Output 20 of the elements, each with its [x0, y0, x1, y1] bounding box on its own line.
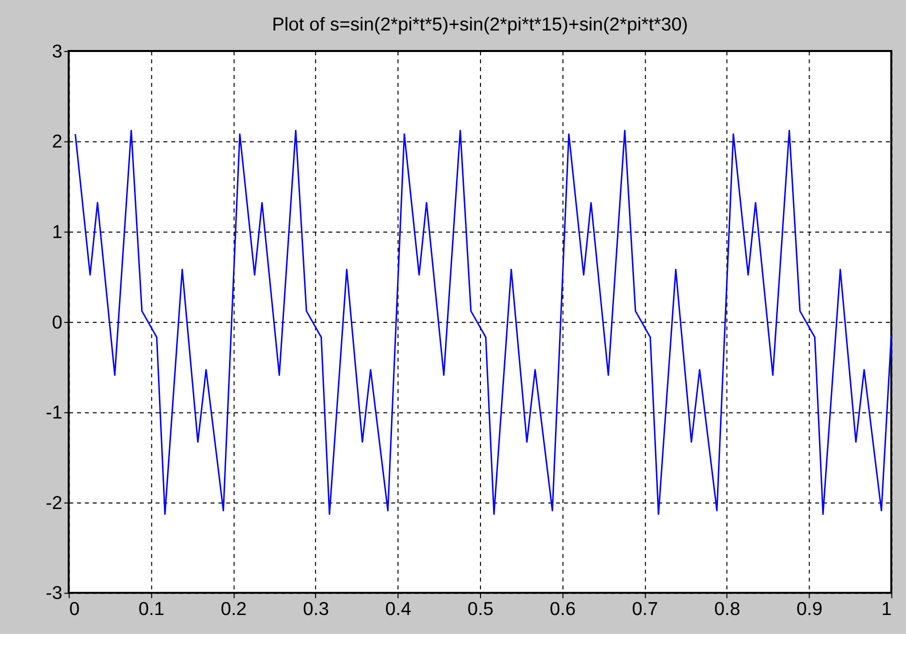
- x-tick-label: 0.7: [632, 598, 658, 619]
- y-tick-label: 2: [52, 130, 62, 152]
- x-tick-label: 1: [881, 598, 892, 619]
- x-tick-label: 0.1: [138, 598, 164, 619]
- line-series: [74, 130, 892, 515]
- y-tick-label: 0: [52, 311, 62, 332]
- y-tick-label: 3: [52, 40, 62, 62]
- y-tick-label: 1: [52, 220, 62, 242]
- x-tick-label: 0.8: [714, 598, 740, 619]
- chart-title: Plot of s=sin(2*pi*t*5)+sin(2*pi*t*15)+sin(2*pi*t*30): [272, 13, 688, 34]
- y-tick-label: -3: [46, 582, 62, 604]
- x-tick-label: 0.9: [796, 598, 822, 619]
- x-tick-label: 0.4: [385, 598, 412, 619]
- x-tick-label: 0.3: [303, 598, 329, 619]
- x-tick-label: 0.2: [220, 598, 247, 619]
- x-tick-label: 0.6: [550, 598, 576, 619]
- x-tick-label: 0.5: [468, 598, 494, 619]
- x-tick-label: 0: [69, 598, 80, 619]
- y-tick-label: -1: [46, 402, 62, 423]
- y-tick-label: -2: [46, 492, 62, 513]
